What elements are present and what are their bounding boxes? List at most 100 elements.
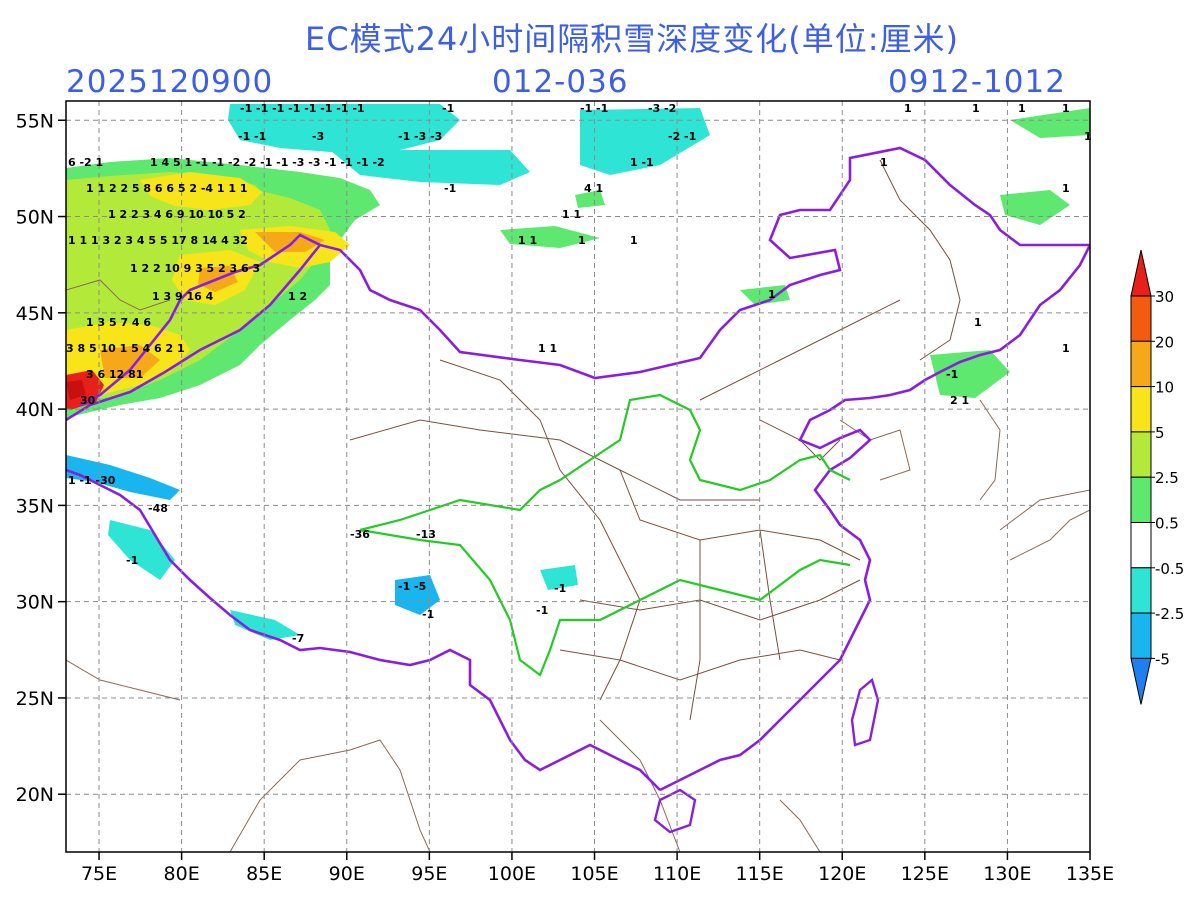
contour-value: 1 bbox=[904, 102, 912, 115]
national-border bbox=[66, 146, 1090, 792]
province-boundaries bbox=[349, 159, 961, 721]
lat-label: 35N bbox=[16, 495, 54, 517]
lon-label: 75E bbox=[81, 863, 117, 885]
contour-value: 3 6 12 81 bbox=[86, 368, 143, 381]
contour-value: 1 2 bbox=[288, 290, 307, 303]
contour-value: 1 bbox=[1062, 102, 1070, 115]
contour-value: -7 bbox=[292, 632, 304, 645]
lon-label: 100E bbox=[488, 863, 536, 885]
contour-value: -1 bbox=[444, 182, 456, 195]
colorbar-swatch bbox=[1130, 522, 1152, 569]
snow-decrease-shading bbox=[66, 104, 710, 640]
lon-label: 130E bbox=[983, 863, 1031, 885]
country-borders bbox=[66, 279, 1090, 852]
colorbar-swatch bbox=[1130, 567, 1152, 614]
contour-value: 2 1 bbox=[950, 394, 969, 407]
colorbar-swatch bbox=[1130, 340, 1152, 388]
contour-value: 1 bbox=[578, 234, 586, 247]
contour-value: -1 bbox=[554, 582, 566, 595]
hainan-island bbox=[653, 788, 697, 834]
lat-label: 20N bbox=[16, 784, 54, 806]
valid-range-label: 0912-1012 bbox=[888, 64, 1066, 100]
contour-value: 1 bbox=[1062, 342, 1070, 355]
contour-value: 1 -1 -30 bbox=[68, 474, 116, 487]
yellow-river bbox=[359, 393, 851, 532]
yangtze-river bbox=[359, 528, 851, 677]
colorbar-swatch bbox=[1130, 476, 1152, 524]
contour-value: 30 bbox=[80, 394, 96, 407]
lon-label: 80E bbox=[164, 863, 200, 885]
contour-value: 1 2 2 3 4 6 9 10 10 5 2 bbox=[108, 208, 246, 221]
contour-value: -1 bbox=[536, 604, 548, 617]
contour-value: 1 bbox=[880, 156, 888, 169]
map-title: EC模式24小时间隔积雪深度变化(单位:厘米) bbox=[305, 20, 960, 58]
contour-value: 4 1 bbox=[584, 182, 603, 195]
latitude-labels: 55N 50N 45N 40N 35N 30N 25N 20N bbox=[16, 110, 54, 806]
contour-value: 1 1 1 3 2 3 4 5 5 17 8 14 4 32 bbox=[68, 234, 248, 247]
contour-value: 1 -1 bbox=[630, 156, 654, 169]
contour-value: -13 bbox=[416, 528, 436, 541]
contour-value: 1 bbox=[1084, 130, 1092, 143]
contour-value: -1 -3 -3 bbox=[398, 130, 442, 143]
contour-value: 1 3 9 16 4 bbox=[152, 290, 214, 303]
plot-frame bbox=[65, 100, 1091, 853]
colorbar-swatch bbox=[1130, 386, 1152, 433]
colorbar-swatch bbox=[1130, 612, 1152, 659]
lon-label: 105E bbox=[570, 863, 618, 885]
lat-label: 45N bbox=[16, 303, 54, 325]
longitude-labels: 75E 80E 85E 90E 95E 100E 105E 110E 115E 120E 125E 1… bbox=[81, 863, 1114, 885]
contour-value: -1 -1 bbox=[238, 130, 266, 143]
lon-label: 135E bbox=[1066, 863, 1114, 885]
contour-value: -1 bbox=[422, 608, 434, 621]
axis-ticks bbox=[58, 119, 1091, 860]
contour-value: -2 -1 bbox=[668, 130, 696, 143]
contour-value: -1 bbox=[126, 554, 138, 567]
contour-value: -1 -5 bbox=[398, 580, 426, 593]
colorbar-label: 10 bbox=[1155, 379, 1174, 397]
contour-value: 1 bbox=[768, 288, 776, 301]
lon-label: 115E bbox=[736, 863, 784, 885]
lat-label: 55N bbox=[16, 110, 54, 132]
contour-value: 1 4 5 1 -1 -1 -2 -2 -1 -1 -3 -3 -1 -1 -1… bbox=[150, 156, 385, 169]
lon-label: 120E bbox=[818, 863, 866, 885]
lat-label: 50N bbox=[16, 207, 54, 229]
contour-value: -1 bbox=[946, 368, 958, 381]
contour-value: 1 1 bbox=[538, 342, 557, 355]
lon-label: 85E bbox=[246, 863, 282, 885]
colorbar-bottom-arrow bbox=[1130, 657, 1152, 705]
contour-value: 1 bbox=[630, 234, 638, 247]
contour-value: -1 -1 bbox=[580, 102, 608, 115]
colorbar-label: -5 bbox=[1155, 650, 1170, 668]
contour-value: -3 bbox=[312, 130, 324, 143]
colorbar-label: 2.5 bbox=[1155, 469, 1179, 487]
contour-value: 6 -2 1 bbox=[68, 156, 103, 169]
lon-label: 90E bbox=[329, 863, 365, 885]
contour-value: 1 2 2 10 9 3 5 2 3 6 3 bbox=[130, 262, 260, 275]
contour-value: -36 bbox=[350, 528, 370, 541]
colorbar-swatch bbox=[1130, 295, 1152, 342]
colorbar-label: 0.5 bbox=[1155, 515, 1179, 533]
contour-value: -1 -1 -1 -1 -1 -1 -1 -1 bbox=[240, 102, 365, 115]
lead-range-label: 012-036 bbox=[492, 64, 629, 100]
contour-value: 1 bbox=[1018, 102, 1026, 115]
colorbar: 30 20 10 5 2.5 0.5 -0.5 -2.5 -5 bbox=[1130, 249, 1184, 705]
contour-value: 1 1 bbox=[518, 234, 537, 247]
contour-value: 1 1 2 2 5 8 6 6 5 2 -4 1 1 1 bbox=[86, 182, 248, 195]
contour-value: -3 -2 bbox=[648, 102, 676, 115]
colorbar-label: -2.5 bbox=[1155, 605, 1184, 623]
contour-value: 1 1 bbox=[562, 208, 581, 221]
contour-value: 1 3 5 7 4 6 bbox=[86, 316, 151, 329]
taiwan-island bbox=[850, 677, 880, 747]
run-time-label: 2025120900 bbox=[66, 64, 274, 100]
contour-value: 1 bbox=[974, 316, 982, 329]
contour-value-labels: -1 -1 -1 -1 -1 -1 -1 -1 -1 -1 -1 -3 -2 -1 -1… bbox=[66, 102, 1092, 645]
lat-label: 25N bbox=[16, 688, 54, 710]
lon-label: 95E bbox=[411, 863, 447, 885]
map-layers bbox=[66, 104, 1090, 852]
colorbar-label: -0.5 bbox=[1155, 560, 1184, 578]
lon-label: 110E bbox=[653, 863, 701, 885]
colorbar-swatch bbox=[1130, 431, 1152, 478]
contour-value: 3 8 5 10 1 5 4 6 2 1 bbox=[66, 342, 185, 355]
contour-value: -1 bbox=[442, 102, 454, 115]
